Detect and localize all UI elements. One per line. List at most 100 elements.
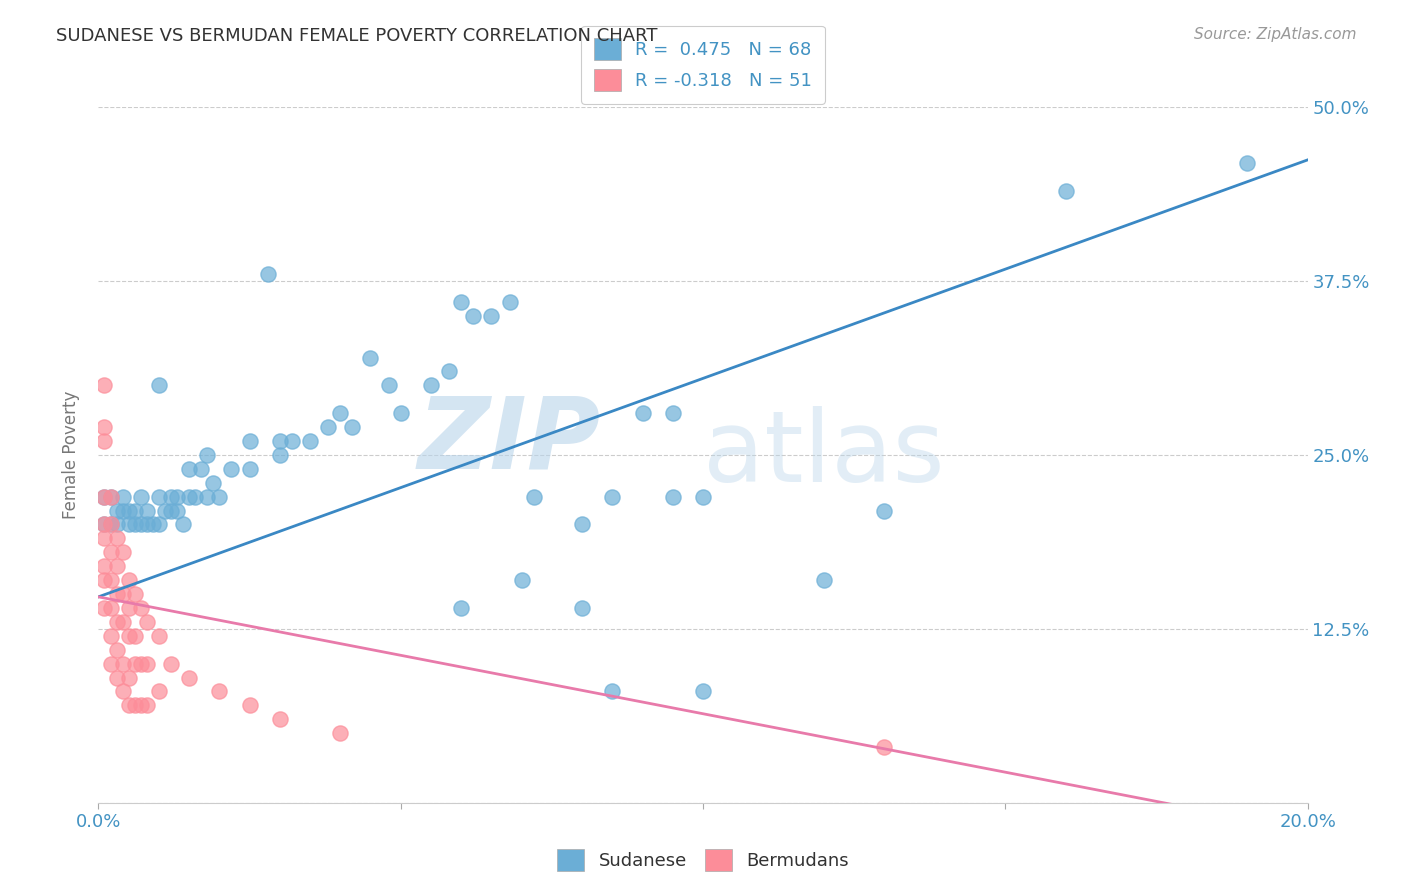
Point [111,657,134,671]
Point [148,378,170,392]
Point [195,490,218,504]
Point [1236,155,1258,169]
Point [160,657,183,671]
Point [692,684,714,698]
Point [148,629,170,643]
Point [1054,184,1077,198]
Point [111,490,134,504]
Point [510,573,533,587]
Point [135,657,157,671]
Point [118,698,141,713]
Point [93,517,115,532]
Point [129,657,152,671]
Text: ZIP: ZIP [418,392,600,490]
Point [813,573,835,587]
Point [93,378,115,392]
Point [160,490,183,504]
Point [256,267,278,281]
Point [118,573,141,587]
Point [153,503,176,517]
Point [571,601,593,615]
Point [148,684,170,698]
Point [269,434,291,448]
Point [269,712,291,726]
Point [239,434,262,448]
Point [450,601,472,615]
Point [239,698,262,713]
Point [179,671,201,685]
Point [100,517,122,532]
Point [602,684,624,698]
Point [208,490,231,504]
Point [377,378,399,392]
Text: Source: ZipAtlas.com: Source: ZipAtlas.com [1194,27,1357,42]
Point [105,615,128,629]
Point [179,462,201,476]
Point [105,532,128,546]
Point [172,517,194,532]
Point [135,517,157,532]
Point [135,615,157,629]
Point [160,503,183,517]
Point [111,615,134,629]
Point [208,684,231,698]
Point [93,517,115,532]
Point [389,406,412,420]
Point [111,587,134,601]
Point [135,503,157,517]
Point [463,309,485,323]
Point [420,378,443,392]
Point [93,490,115,504]
Point [105,559,128,574]
Legend: R =  0.475   N = 68, R = -0.318   N = 51: R = 0.475 N = 68, R = -0.318 N = 51 [581,26,825,104]
Point [105,642,128,657]
Point [571,517,593,532]
Y-axis label: Female Poverty: Female Poverty [62,391,80,519]
Point [129,601,152,615]
Point [124,657,146,671]
Point [299,434,322,448]
Point [148,517,170,532]
Point [93,559,115,574]
Point [184,490,207,504]
Point [118,629,141,643]
Point [498,294,520,309]
Point [195,448,218,462]
Point [118,601,141,615]
Point [93,420,115,434]
Point [93,573,115,587]
Point [523,490,546,504]
Point [100,490,122,504]
Point [111,545,134,559]
Point [118,517,141,532]
Point [129,517,152,532]
Point [100,490,122,504]
Point [661,490,683,504]
Point [329,726,352,740]
Point [124,629,146,643]
Point [100,657,122,671]
Point [93,434,115,448]
Text: SUDANESE VS BERMUDAN FEMALE POVERTY CORRELATION CHART: SUDANESE VS BERMUDAN FEMALE POVERTY CORR… [56,27,658,45]
Point [129,698,152,713]
Point [873,740,896,755]
Point [93,601,115,615]
Point [329,406,352,420]
Point [166,490,188,504]
Point [100,517,122,532]
Point [481,309,503,323]
Point [135,698,157,713]
Point [316,420,339,434]
Point [100,573,122,587]
Point [437,364,460,378]
Point [148,490,170,504]
Point [221,462,243,476]
Point [111,503,134,517]
Point [124,503,146,517]
Point [100,545,122,559]
Point [190,462,212,476]
Point [692,490,714,504]
Point [100,629,122,643]
Text: atlas: atlas [703,407,945,503]
Point [100,601,122,615]
